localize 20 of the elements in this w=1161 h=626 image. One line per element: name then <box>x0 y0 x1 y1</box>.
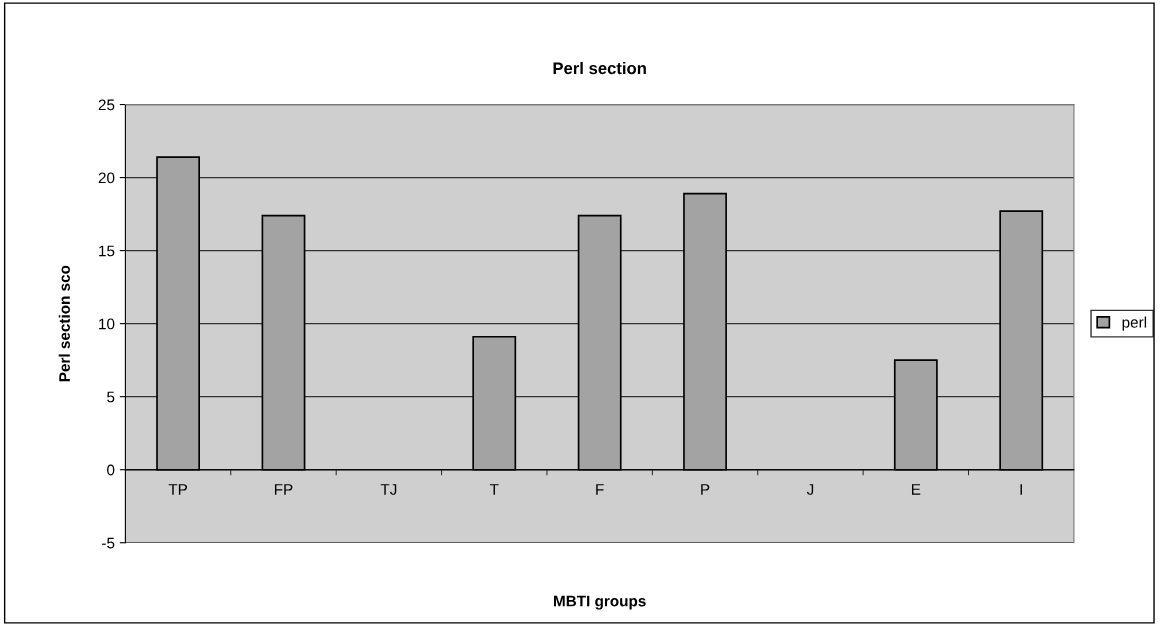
x-tick-label: TJ <box>380 484 397 495</box>
y-tick-label: 20 <box>98 172 115 184</box>
legend-label: perl <box>1122 316 1147 331</box>
x-tick-label: P <box>701 484 710 495</box>
y-axis-title: Perl section sco <box>58 265 70 382</box>
x-tick-label: E <box>911 484 921 495</box>
x-tick-label: I <box>1020 484 1022 495</box>
x-tick-label: FP <box>274 484 293 495</box>
chart-title: Perl section <box>553 61 646 75</box>
y-tick-label: 10 <box>99 318 115 330</box>
x-tick-label: F <box>596 484 604 495</box>
y-tick-label: 25 <box>98 99 115 111</box>
x-tick-label: T <box>489 484 499 495</box>
y-tick-label: 15 <box>99 245 115 257</box>
y-tick-label: 0 <box>107 464 115 476</box>
y-tick-label: -5 <box>102 537 115 549</box>
x-tick-label: TP <box>168 484 188 495</box>
y-tick-label: 5 <box>107 391 115 403</box>
x-axis-title: MBTI groups <box>554 595 646 610</box>
x-tick-label: J <box>806 484 814 495</box>
